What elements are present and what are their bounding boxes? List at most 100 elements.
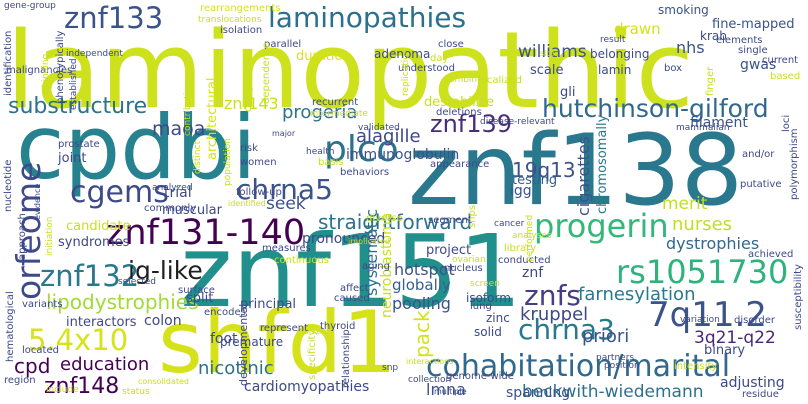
word-dystrophies: dystrophies — [666, 234, 760, 253]
word-nurses: nurses — [672, 214, 733, 235]
word-specificity: specificity — [307, 329, 318, 380]
word-multiple: multiple — [434, 387, 467, 396]
word-candidate: candidate — [66, 219, 131, 234]
word-contribution: contribution — [183, 81, 193, 136]
word-replication: replication — [401, 48, 411, 96]
word-lipodystrophies: lipodystrophies — [46, 290, 199, 314]
word-architectural: architectural — [205, 77, 220, 160]
word-recurrent: recurrent — [312, 97, 359, 108]
word-project: project — [426, 243, 472, 258]
word-lmna: lmna — [426, 380, 466, 399]
word-elements: elements — [716, 35, 763, 46]
word-established: established — [69, 58, 79, 110]
word-intensity: intensity — [674, 361, 718, 372]
word-trial: trial — [164, 185, 192, 201]
word-education: education — [60, 354, 150, 375]
word-globally: globally — [392, 276, 451, 294]
word-surface: surface — [178, 285, 215, 296]
word-independent: independent — [66, 49, 123, 59]
word-solid: solid — [474, 325, 502, 339]
word-selected: selected — [118, 277, 156, 287]
word-markers: markers — [296, 327, 329, 336]
word-gene-group: gene-group — [4, 1, 56, 11]
word-consolidated: consolidated — [138, 377, 189, 386]
word-nhs: nhs — [676, 38, 705, 57]
word-risk: risk — [240, 143, 258, 154]
word-women: women — [240, 157, 277, 168]
word-adenoma: adenoma — [374, 47, 431, 61]
word-understood: understood — [398, 63, 456, 74]
word-nicotinic: nicotinic — [198, 358, 274, 379]
word-day: day — [430, 53, 449, 64]
word-split: split — [186, 291, 214, 306]
word-partners: partners — [596, 353, 635, 363]
word-represent: represent — [260, 323, 309, 334]
word-dependence: dependence — [261, 42, 272, 104]
word-commonly: commonly — [144, 203, 197, 214]
word-diverse: diverse — [366, 213, 403, 224]
word-cpdbi: cpdbi — [16, 96, 257, 199]
word-laminopathic: laminopathic — [6, 9, 694, 132]
word-and-or: and/or — [742, 149, 775, 160]
word-znf139: znf139 — [430, 110, 513, 138]
word-rs1051730: rs1051730 — [616, 253, 789, 291]
word-merit: merit — [662, 194, 708, 214]
word-analyzed: analyzed — [152, 183, 193, 193]
word-located: located — [22, 345, 59, 356]
word-znf138: znf138 — [408, 114, 744, 228]
word-position: position — [604, 361, 640, 371]
word-cigarettes: cigarettes — [574, 136, 593, 216]
word-alagille: alagille — [356, 126, 421, 147]
word-progerin: progerin — [534, 207, 669, 245]
word-smoking: smoking — [658, 3, 709, 17]
word-pooling: pooling — [392, 294, 451, 313]
word-identification: identification — [3, 30, 14, 96]
word-immunoglobulin: immunoglobulin — [346, 147, 460, 163]
word-residue: residue — [742, 389, 779, 400]
word-pronounced: pronounced — [302, 231, 386, 247]
word-initiation: initiation — [45, 216, 55, 257]
word-syndromes: syndromes — [58, 235, 130, 250]
word-19q13: 19q13 — [512, 158, 576, 182]
word-sites: sites — [540, 49, 559, 58]
word-zinc: zinc — [486, 311, 510, 325]
word-plco: plco — [324, 129, 399, 170]
word-susceptibility: susceptibility — [793, 264, 804, 330]
word-basis: basis — [318, 157, 344, 168]
word-intermediate: intermediate — [310, 109, 368, 119]
word-priori: priori — [582, 326, 630, 347]
word-substructure: substructure — [8, 94, 148, 119]
word-screen: screen — [470, 279, 500, 289]
word-analyses: analyses — [512, 231, 552, 241]
word-affect: affect — [340, 283, 369, 294]
word-3q21-q22: 3q21-q22 — [694, 328, 776, 348]
word-znf: znf — [522, 265, 544, 281]
word-putative: putative — [740, 179, 782, 190]
word-translocations: translocations — [198, 15, 262, 25]
word-adjusting: adjusting — [720, 375, 785, 391]
word-znfs: znfs — [524, 279, 581, 312]
word-relationship: relationship — [341, 329, 352, 388]
word-muscular: muscular — [162, 203, 222, 218]
word-combined: combined — [444, 75, 489, 85]
word-principal: principal — [240, 297, 297, 312]
word-validated: validated — [358, 123, 400, 133]
word-colon: colon — [144, 313, 182, 329]
word-variants: variants — [22, 299, 63, 310]
word-premature: premature — [220, 335, 284, 349]
word-farnesylation: farnesylation — [578, 284, 696, 305]
word-component: component — [243, 55, 254, 112]
word-cancer: cancer — [494, 219, 525, 229]
word-measures: measures — [262, 243, 311, 254]
word-znf131-140: znf131-140 — [106, 213, 306, 253]
word-shfd1: shfd1 — [158, 293, 397, 393]
word-status: status — [122, 387, 150, 397]
word-maoa: maoa — [152, 118, 206, 140]
word-igg: igg — [510, 183, 532, 199]
word-nucleus: nucleus — [444, 263, 483, 274]
word-major: major — [272, 129, 296, 138]
word-destabilize: destabilize — [424, 95, 494, 110]
word-znf148: znf148 — [44, 374, 120, 399]
word-region: region — [4, 375, 36, 386]
word-gwas: gwas — [740, 57, 777, 73]
